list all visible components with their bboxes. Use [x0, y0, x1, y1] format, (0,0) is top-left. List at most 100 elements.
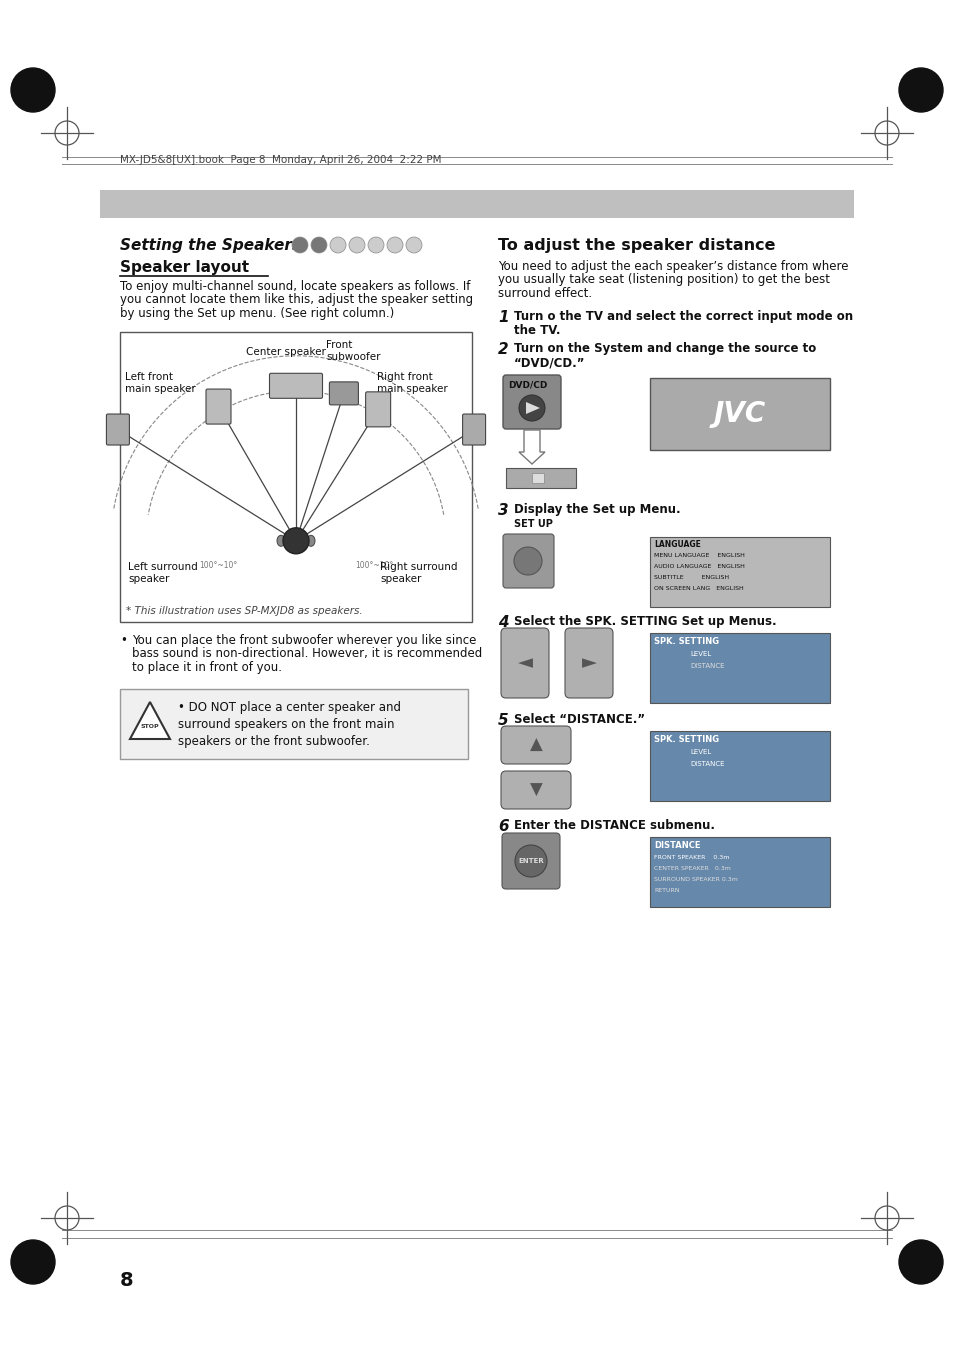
Text: surround effect.: surround effect. — [497, 286, 592, 300]
Circle shape — [292, 236, 308, 253]
Text: LEVEL: LEVEL — [689, 651, 711, 657]
Circle shape — [349, 236, 365, 253]
Circle shape — [515, 844, 546, 877]
Text: * This illustration uses SP-MXJD8 as speakers.: * This illustration uses SP-MXJD8 as spe… — [126, 607, 362, 616]
Text: 8: 8 — [120, 1270, 133, 1289]
Circle shape — [11, 68, 55, 112]
Bar — [120, 689, 468, 759]
Text: Right front: Right front — [376, 372, 433, 382]
Text: 4: 4 — [497, 615, 508, 630]
Text: subwoofer: subwoofer — [326, 353, 380, 362]
Bar — [649, 634, 829, 703]
Bar — [100, 190, 853, 218]
Text: • DO NOT place a center speaker and: • DO NOT place a center speaker and — [178, 701, 400, 713]
Text: speaker: speaker — [128, 574, 170, 584]
Text: SPK. SETTING: SPK. SETTING — [654, 638, 719, 646]
Text: You can place the front subwoofer wherever you like since: You can place the front subwoofer wherev… — [132, 634, 476, 647]
Text: to place it in front of you.: to place it in front of you. — [132, 661, 282, 674]
Text: Turn on the System and change the source to: Turn on the System and change the source… — [514, 342, 816, 355]
Text: SUBTITLE         ENGLISH: SUBTITLE ENGLISH — [654, 576, 728, 580]
Text: 6: 6 — [497, 819, 508, 834]
Bar — [505, 467, 576, 488]
Ellipse shape — [307, 535, 314, 546]
Text: you usually take seat (listening position) to get the best: you usually take seat (listening positio… — [497, 273, 829, 286]
Text: To enjoy multi-channel sound, locate speakers as follows. If: To enjoy multi-channel sound, locate spe… — [120, 280, 470, 293]
Text: Left front: Left front — [125, 372, 172, 382]
Text: DISTANCE: DISTANCE — [689, 663, 723, 669]
Circle shape — [368, 236, 384, 253]
Text: CENTER SPEAKER   0.3m: CENTER SPEAKER 0.3m — [654, 866, 730, 871]
Text: 5: 5 — [497, 713, 508, 728]
Text: ON SCREEN LANG   ENGLISH: ON SCREEN LANG ENGLISH — [654, 586, 743, 590]
Text: SURROUND SPEAKER 0.3m: SURROUND SPEAKER 0.3m — [654, 877, 737, 882]
FancyBboxPatch shape — [500, 725, 571, 765]
Text: Right surround: Right surround — [379, 562, 457, 571]
Text: DISTANCE: DISTANCE — [689, 761, 723, 767]
Text: 100°~10°: 100°~10° — [198, 561, 237, 570]
Bar — [649, 731, 829, 801]
Text: speakers or the front subwoofer.: speakers or the front subwoofer. — [178, 735, 370, 748]
Text: ▲: ▲ — [529, 736, 542, 754]
Text: You need to adjust the each speaker’s distance from where: You need to adjust the each speaker’s di… — [497, 259, 847, 273]
FancyBboxPatch shape — [269, 373, 322, 399]
FancyBboxPatch shape — [107, 413, 130, 444]
Text: FRONT SPEAKER    0.3m: FRONT SPEAKER 0.3m — [654, 855, 729, 861]
Text: 100°~10°: 100°~10° — [355, 561, 393, 570]
Text: you cannot locate them like this, adjust the speaker setting: you cannot locate them like this, adjust… — [120, 293, 473, 307]
Bar — [654, 748, 683, 761]
Text: RETURN: RETURN — [654, 888, 679, 893]
Bar — [649, 378, 829, 450]
Text: 1: 1 — [497, 309, 508, 326]
Text: Select “DISTANCE.”: Select “DISTANCE.” — [514, 713, 644, 725]
FancyBboxPatch shape — [500, 628, 548, 698]
Text: DISTANCE: DISTANCE — [654, 842, 700, 850]
Text: Left surround: Left surround — [128, 562, 197, 571]
Text: ►: ► — [581, 654, 596, 673]
Text: the TV.: the TV. — [514, 324, 560, 336]
FancyBboxPatch shape — [329, 382, 358, 405]
Text: SPK. SETTING: SPK. SETTING — [654, 735, 719, 744]
Circle shape — [898, 1240, 942, 1283]
Polygon shape — [525, 403, 539, 413]
Text: Turn o the TV and select the correct input mode on: Turn o the TV and select the correct inp… — [514, 309, 852, 323]
Bar — [532, 473, 543, 484]
Text: ◄: ◄ — [517, 654, 532, 673]
Bar — [654, 651, 683, 663]
FancyBboxPatch shape — [206, 389, 231, 424]
Text: speaker: speaker — [379, 574, 421, 584]
Text: ▼: ▼ — [529, 781, 542, 798]
FancyBboxPatch shape — [462, 413, 485, 444]
Text: MENU LANGUAGE    ENGLISH: MENU LANGUAGE ENGLISH — [654, 553, 744, 558]
Bar — [654, 763, 683, 775]
Text: bass sound is non-directional. However, it is recommended: bass sound is non-directional. However, … — [132, 647, 482, 661]
Text: SET UP: SET UP — [514, 519, 553, 530]
Circle shape — [283, 528, 309, 554]
Text: DVD/CD: DVD/CD — [507, 380, 547, 389]
Text: 2: 2 — [497, 342, 508, 357]
Text: “DVD/CD.”: “DVD/CD.” — [514, 357, 585, 369]
Bar — [649, 536, 829, 607]
Circle shape — [898, 68, 942, 112]
Text: Speaker layout: Speaker layout — [120, 259, 249, 276]
Text: Setting the Speakers: Setting the Speakers — [120, 238, 301, 253]
Text: Select the SPK. SETTING Set up Menus.: Select the SPK. SETTING Set up Menus. — [514, 615, 776, 628]
FancyBboxPatch shape — [500, 771, 571, 809]
Text: Display the Set up Menu.: Display the Set up Menu. — [514, 503, 679, 516]
Text: To adjust the speaker distance: To adjust the speaker distance — [497, 238, 775, 253]
FancyBboxPatch shape — [564, 628, 613, 698]
Text: AUDIO LANGUAGE   ENGLISH: AUDIO LANGUAGE ENGLISH — [654, 563, 744, 569]
Text: main speaker: main speaker — [376, 384, 447, 394]
Bar — [649, 838, 829, 907]
Circle shape — [11, 1240, 55, 1283]
Text: LEVEL: LEVEL — [689, 748, 711, 755]
Circle shape — [514, 547, 541, 576]
Text: 3: 3 — [497, 503, 508, 517]
FancyBboxPatch shape — [501, 834, 559, 889]
Bar — [120, 332, 472, 621]
Text: Center speaker: Center speaker — [246, 347, 326, 357]
Text: ENTER: ENTER — [517, 858, 543, 865]
FancyBboxPatch shape — [502, 376, 560, 430]
Circle shape — [518, 394, 544, 422]
Circle shape — [406, 236, 421, 253]
Circle shape — [387, 236, 402, 253]
